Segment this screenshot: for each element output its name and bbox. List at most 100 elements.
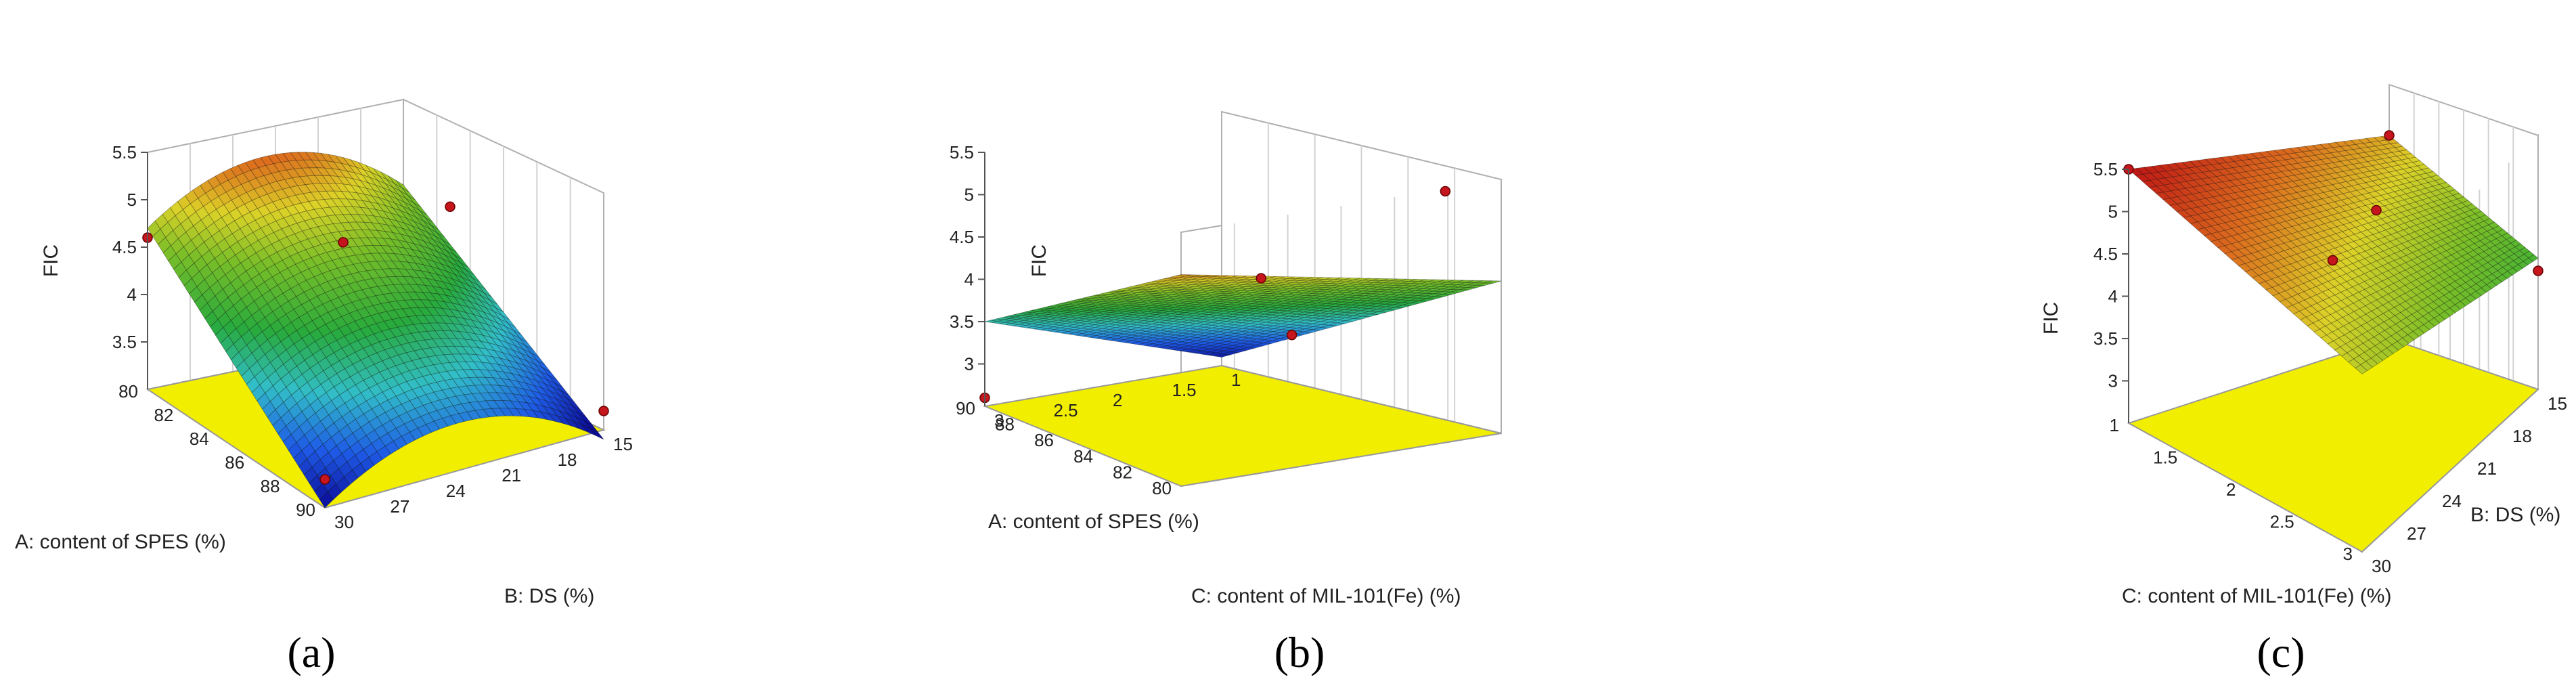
surface-facet [1377,309,1395,313]
surface-facet [258,165,272,176]
z-tick-label: 4 [964,269,974,290]
z-axis-title: FIC [1028,244,1050,277]
surface-facet [378,311,393,322]
surface-facet [1325,301,1342,305]
design-point [1440,186,1451,197]
surface-facet [437,346,453,355]
surface-facet [301,404,316,420]
surface-facet [1312,321,1329,325]
surface-facet [434,255,450,267]
design-point [598,406,609,416]
surface-facet [296,220,311,232]
surface-facet [1417,292,1434,297]
surface-facet [291,176,306,186]
surface-facet [1180,320,1196,324]
surface-facet [1268,302,1285,306]
surface-facet [1247,310,1264,314]
surface-facet [466,385,481,394]
surface-facet [447,395,462,406]
surface-facet [514,387,530,397]
surface-facet [252,157,267,169]
surface-facet [237,162,252,174]
surface-facet [335,476,350,493]
surface-facet [294,260,309,273]
surface-facet [236,321,250,338]
x-tick-label: 1.5 [2153,448,2177,468]
surface-facet [1239,343,1256,348]
surface-facet [508,337,523,349]
surface-facet [1194,274,1209,277]
surface-facet [267,409,282,427]
surface-facet [352,360,367,373]
surface-facet [384,347,399,358]
surface-facet [1390,292,1407,295]
design-point [445,201,456,213]
surface-facet [259,377,273,394]
surface-facet [1137,290,1153,294]
surface-facet [267,297,282,312]
surface-facet [525,360,541,372]
x-tick-label: 2.5 [2270,512,2294,532]
surface-facet [1302,307,1319,311]
surface-facet [581,424,596,436]
surface-facet [552,402,569,414]
surface-facet [1065,300,1080,303]
surface-facet [305,152,319,161]
surface-facet [1272,318,1289,322]
surface-facet [319,491,334,508]
surface-facet [1369,309,1386,312]
surface-facet [1341,299,1358,303]
surface-facet [1285,303,1302,307]
surface-facet [466,410,481,420]
surface-facet [185,225,200,241]
surface-facet [246,301,261,316]
surface-facet [372,277,386,287]
surface-facet [339,256,354,267]
surface-facet [1143,305,1159,308]
surface-facet [1201,290,1217,293]
surface-facet [453,274,470,286]
surface-facet [310,254,325,266]
surface-facet [1281,296,1297,300]
surface-facet [1337,320,1354,324]
surface-facet [1036,307,1050,311]
surface-facet [238,307,252,322]
surface-facet [187,211,202,227]
surface-facet [1086,322,1101,326]
surface-facet [1331,294,1348,298]
surface-facet [1284,301,1300,305]
surface-facet [1279,307,1295,311]
surface-facet [1137,306,1152,310]
surface-facet [487,303,502,316]
surface-facet [346,320,361,333]
surface-facet [317,429,332,445]
z-tick-label: 4.5 [112,237,137,257]
surface-facet [1182,330,1197,334]
surface-facet [405,269,420,278]
surface-facet [251,384,266,402]
surface-facet [1189,293,1204,297]
surface-facet [451,353,466,363]
surface-facet [1013,313,1027,316]
surface-facet [477,400,492,410]
surface-facet [1188,286,1203,289]
surface-facet [409,397,424,409]
surface-facet [361,287,376,299]
surface-facet [1340,297,1358,301]
x-tick-label: 82 [154,405,173,425]
surface-facet [1401,281,1419,284]
surface-facet [1297,295,1314,299]
surface-facet [363,376,378,389]
surface-facet [243,278,257,294]
x-tick-label: 3 [2343,544,2353,564]
z-tick-label: 4 [2108,286,2118,307]
surface-facet [380,301,395,312]
surface-facet [1149,288,1165,290]
surface-facet [1338,292,1355,296]
surface-facet [589,427,604,440]
surface-facet [474,409,490,419]
surface-facet [1056,316,1070,320]
design-point [338,237,349,248]
surface-facet [1094,293,1109,297]
surface-facet [327,154,342,164]
